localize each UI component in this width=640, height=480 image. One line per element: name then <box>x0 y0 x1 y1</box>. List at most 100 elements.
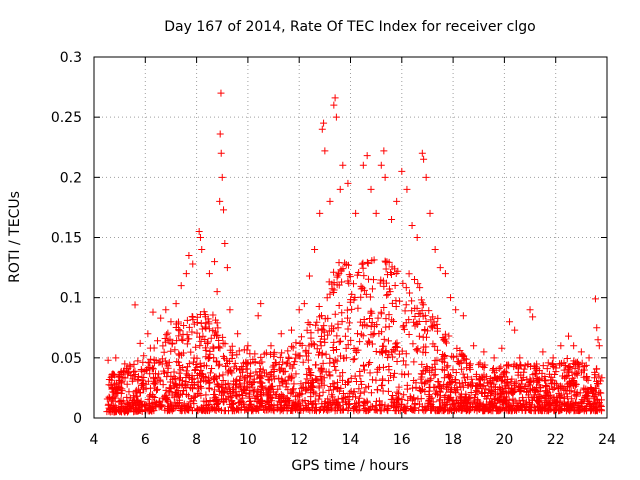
data-point <box>518 376 526 384</box>
data-point <box>331 407 339 415</box>
data-point <box>570 360 578 368</box>
data-point <box>206 396 214 404</box>
data-point <box>188 312 196 320</box>
data-point <box>416 310 424 318</box>
data-point <box>459 370 467 378</box>
data-point <box>251 358 259 366</box>
data-point <box>302 402 310 410</box>
data-point <box>275 361 283 369</box>
data-point <box>317 379 325 387</box>
data-point <box>346 298 354 306</box>
data-point <box>564 400 572 408</box>
data-point <box>159 394 167 402</box>
data-point <box>142 401 150 409</box>
data-point <box>339 376 347 384</box>
data-point <box>378 342 386 350</box>
data-point <box>235 366 243 374</box>
data-point <box>307 389 315 397</box>
data-point <box>201 344 209 352</box>
data-point <box>321 398 329 406</box>
data-point <box>315 407 323 415</box>
data-point <box>215 362 223 370</box>
data-point <box>509 401 517 409</box>
data-point <box>167 347 175 355</box>
data-point <box>196 333 204 341</box>
data-point <box>232 384 240 392</box>
data-point <box>201 323 209 331</box>
data-point <box>197 362 205 370</box>
data-point <box>423 364 431 372</box>
data-point <box>334 271 342 279</box>
data-point <box>489 366 497 374</box>
data-point <box>164 329 172 337</box>
data-point <box>435 378 443 386</box>
data-point <box>484 392 492 400</box>
data-point <box>399 279 407 287</box>
data-point <box>398 347 406 355</box>
data-point <box>209 343 217 351</box>
data-point <box>313 375 321 383</box>
data-point <box>214 381 222 389</box>
data-point <box>427 316 435 324</box>
data-point <box>303 370 311 378</box>
data-point <box>473 382 481 390</box>
data-point <box>179 380 187 388</box>
data-point <box>358 380 366 388</box>
data-point <box>170 368 178 376</box>
data-point <box>307 372 315 380</box>
data-point <box>331 310 339 318</box>
data-point <box>451 384 459 392</box>
data-point <box>105 375 113 383</box>
data-point <box>215 372 223 380</box>
data-point <box>256 379 264 387</box>
data-point <box>202 324 210 332</box>
data-point <box>105 393 113 401</box>
data-point <box>351 372 359 380</box>
data-point <box>503 362 511 370</box>
data-point <box>285 404 293 412</box>
data-point <box>453 352 461 360</box>
data-point <box>163 373 171 381</box>
data-point <box>257 353 265 361</box>
data-point <box>107 381 115 389</box>
data-point <box>178 407 186 415</box>
data-point <box>214 324 222 332</box>
data-point <box>104 356 112 364</box>
data-point <box>193 354 201 362</box>
data-point <box>197 384 205 392</box>
chart-title: Day 167 of 2014, Rate Of TEC Index for r… <box>164 19 535 35</box>
data-point <box>313 345 321 353</box>
data-point <box>431 371 439 379</box>
data-point <box>556 361 564 369</box>
data-point <box>366 358 374 366</box>
data-point <box>328 285 336 293</box>
data-point <box>221 240 229 248</box>
data-point <box>165 358 173 366</box>
data-point <box>498 344 506 352</box>
data-point <box>205 270 213 278</box>
data-point <box>246 350 254 358</box>
data-point <box>597 403 605 411</box>
data-point <box>175 332 183 340</box>
data-point <box>339 369 347 377</box>
data-point <box>198 246 206 254</box>
data-point <box>411 312 419 320</box>
data-point <box>188 379 196 387</box>
data-point <box>287 375 295 383</box>
data-point <box>383 291 391 299</box>
data-point <box>419 406 427 414</box>
data-point <box>139 358 147 366</box>
data-point <box>147 391 155 399</box>
data-point <box>508 406 516 414</box>
data-point <box>205 374 213 382</box>
data-point <box>490 373 498 381</box>
data-point <box>380 335 388 343</box>
data-point <box>290 380 298 388</box>
data-point <box>456 346 464 354</box>
data-point <box>385 258 393 266</box>
data-point <box>377 310 385 318</box>
data-point <box>144 377 152 385</box>
data-point <box>416 400 424 408</box>
data-point <box>439 350 447 358</box>
data-point <box>595 372 603 380</box>
